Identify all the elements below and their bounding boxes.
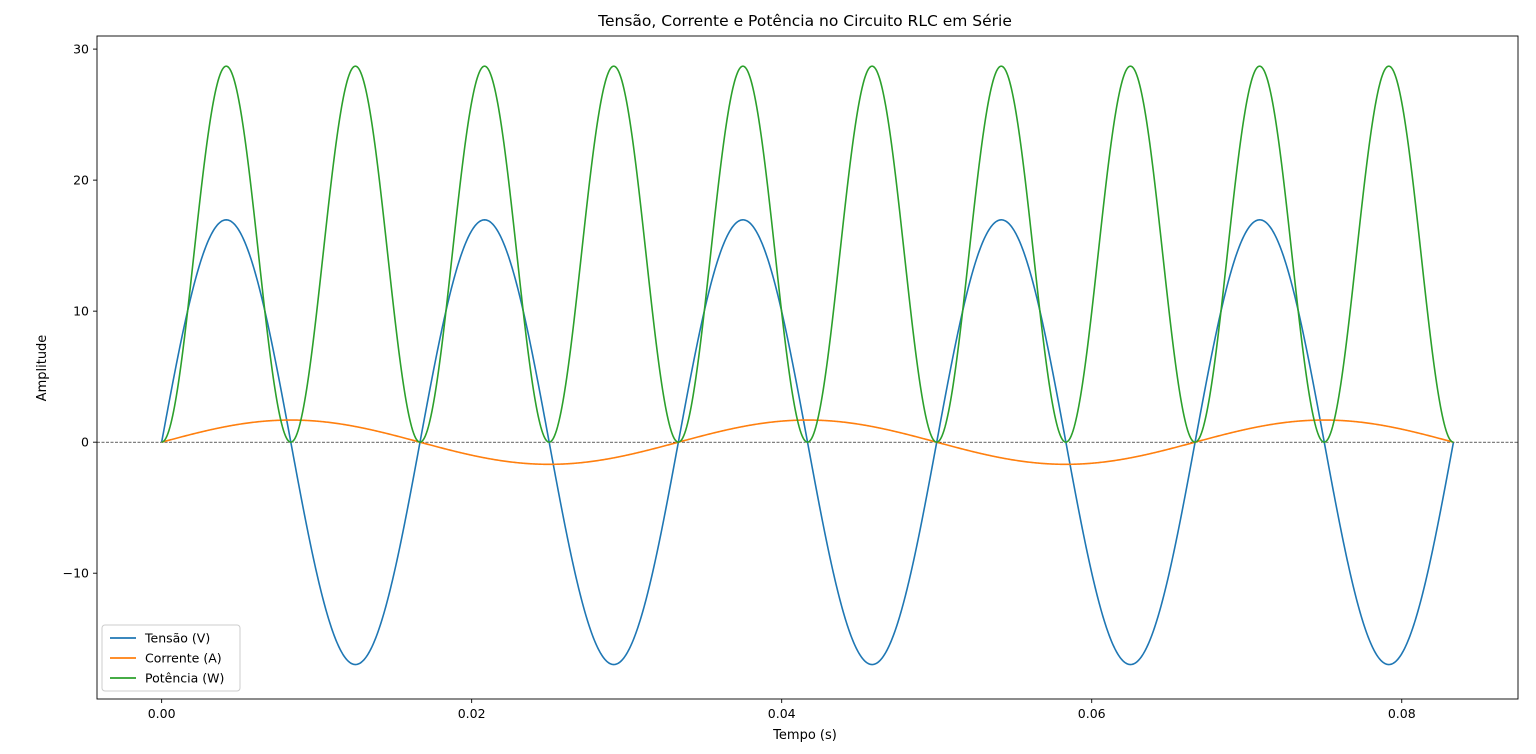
y-tick-label: 10: [73, 304, 89, 319]
y-tick-label: −10: [63, 566, 89, 581]
y-tick-label: 20: [73, 173, 89, 188]
plot-frame: [96, 35, 1519, 700]
legend-label-3: Potência (W): [145, 671, 224, 686]
y-axis: −10 0 10 20 30: [63, 42, 97, 581]
x-tick-label: 0.00: [148, 706, 176, 721]
legend-label-1: Tensão (V): [144, 631, 210, 646]
y-tick-label: 0: [81, 435, 89, 450]
x-tick-label: 0.08: [1388, 706, 1416, 721]
y-tick-label: 30: [73, 42, 89, 57]
x-axis: 0.00 0.02 0.04 0.06 0.08: [148, 699, 1416, 721]
x-tick-label: 0.02: [458, 706, 486, 721]
x-axis-label: Tempo (s): [772, 728, 837, 743]
y-axis-label: Amplitude: [35, 335, 50, 402]
legend-box: [101, 624, 241, 692]
plot-area: [96, 35, 1519, 700]
x-tick-label: 0.06: [1078, 706, 1106, 721]
series-line-2: [161, 419, 1454, 466]
legend-label-2: Corrente (A): [145, 651, 222, 666]
x-tick-label: 0.04: [768, 706, 796, 721]
legend: Tensão (V) Corrente (A) Potência (W): [101, 624, 241, 692]
chart-title: Tensão, Corrente e Potência no Circuito …: [597, 12, 1012, 30]
series-line-3: [161, 65, 1454, 444]
